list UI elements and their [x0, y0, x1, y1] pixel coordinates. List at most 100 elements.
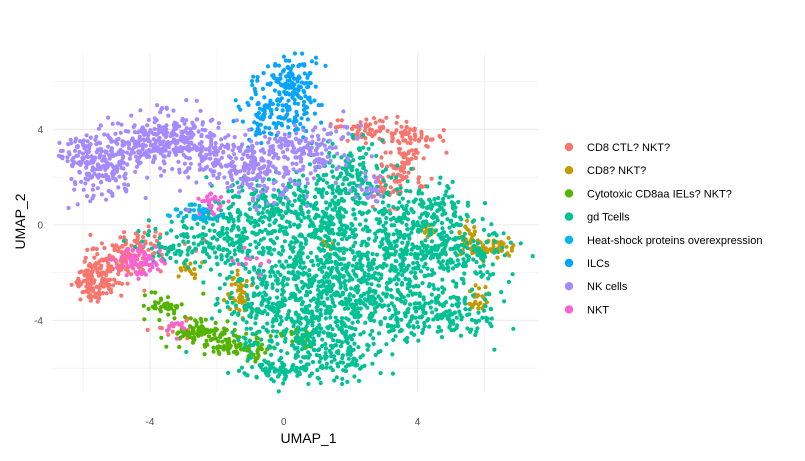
- data-point: [152, 116, 157, 121]
- data-point: [328, 131, 333, 136]
- data-point: [335, 213, 340, 218]
- data-point: [299, 116, 304, 121]
- data-point: [430, 203, 435, 208]
- data-point: [431, 252, 436, 257]
- data-point: [97, 259, 102, 264]
- data-point: [293, 155, 298, 160]
- data-point: [197, 162, 202, 167]
- data-point: [219, 143, 225, 148]
- data-point: [258, 166, 263, 171]
- data-point: [467, 307, 472, 312]
- data-point: [386, 192, 391, 197]
- data-point: [321, 187, 326, 192]
- data-point: [260, 177, 265, 182]
- data-point: [378, 349, 383, 354]
- data-point: [299, 327, 305, 332]
- data-point: [269, 377, 274, 382]
- data-point: [381, 125, 386, 131]
- data-point: [288, 70, 293, 75]
- data-point: [253, 359, 258, 364]
- data-point: [87, 146, 92, 151]
- data-point: [432, 220, 437, 225]
- data-point: [296, 181, 301, 186]
- data-point: [259, 342, 265, 347]
- data-point: [335, 184, 341, 189]
- data-point: [359, 187, 365, 192]
- data-point: [449, 230, 454, 235]
- data-point: [102, 132, 107, 137]
- data-point: [413, 275, 418, 281]
- data-point: [97, 292, 102, 297]
- data-point: [259, 158, 264, 163]
- data-point: [251, 281, 256, 286]
- data-point: [268, 81, 273, 86]
- data-point: [204, 240, 209, 245]
- data-point: [398, 130, 403, 135]
- data-point: [185, 207, 190, 213]
- data-point: [423, 274, 428, 279]
- data-point: [228, 295, 233, 300]
- data-point: [120, 142, 125, 148]
- data-point: [424, 248, 429, 253]
- data-point: [458, 312, 463, 317]
- data-point: [485, 270, 490, 275]
- data-point: [313, 165, 318, 170]
- data-point: [254, 245, 259, 250]
- data-point: [296, 297, 301, 302]
- data-point: [354, 168, 360, 173]
- data-point: [481, 263, 486, 268]
- data-point: [264, 292, 269, 297]
- data-point: [141, 251, 146, 256]
- data-point: [355, 172, 360, 177]
- data-point: [461, 257, 466, 262]
- data-point: [377, 118, 383, 123]
- data-point: [344, 177, 349, 182]
- data-point: [355, 362, 360, 368]
- data-point: [259, 195, 264, 200]
- data-point: [301, 193, 306, 198]
- data-point: [134, 164, 139, 169]
- data-point: [255, 231, 260, 236]
- data-point: [180, 334, 185, 339]
- data-point: [218, 195, 224, 200]
- data-point: [290, 364, 295, 369]
- data-point: [229, 216, 234, 221]
- data-point: [215, 175, 220, 181]
- data-point: [77, 139, 83, 144]
- data-point: [303, 241, 308, 246]
- data-point: [261, 206, 266, 211]
- data-point: [295, 225, 301, 230]
- data-point: [306, 210, 311, 215]
- data-point: [316, 213, 321, 219]
- data-point: [208, 216, 213, 221]
- data-point: [416, 306, 421, 311]
- data-point: [132, 244, 138, 249]
- data-point: [405, 157, 410, 162]
- data-point: [340, 237, 345, 242]
- data-point: [338, 344, 344, 349]
- data-point: [192, 124, 197, 129]
- data-point: [449, 200, 454, 205]
- data-point: [300, 337, 305, 342]
- data-point: [73, 148, 78, 153]
- data-point: [83, 255, 88, 260]
- data-point: [304, 362, 309, 367]
- data-point: [395, 139, 401, 144]
- data-point: [313, 55, 319, 60]
- data-point: [401, 206, 406, 211]
- data-point: [277, 98, 282, 103]
- data-point: [293, 297, 298, 303]
- data-point: [400, 240, 405, 245]
- data-point: [360, 353, 365, 358]
- data-point: [475, 253, 480, 258]
- data-point: [443, 252, 448, 257]
- data-point: [207, 200, 212, 205]
- data-point: [231, 142, 236, 147]
- data-point: [421, 219, 426, 224]
- data-point: [278, 199, 283, 204]
- data-point: [203, 317, 208, 322]
- data-point: [172, 150, 177, 155]
- legend-key: [564, 142, 574, 152]
- data-point: [285, 65, 290, 70]
- data-point: [389, 175, 394, 180]
